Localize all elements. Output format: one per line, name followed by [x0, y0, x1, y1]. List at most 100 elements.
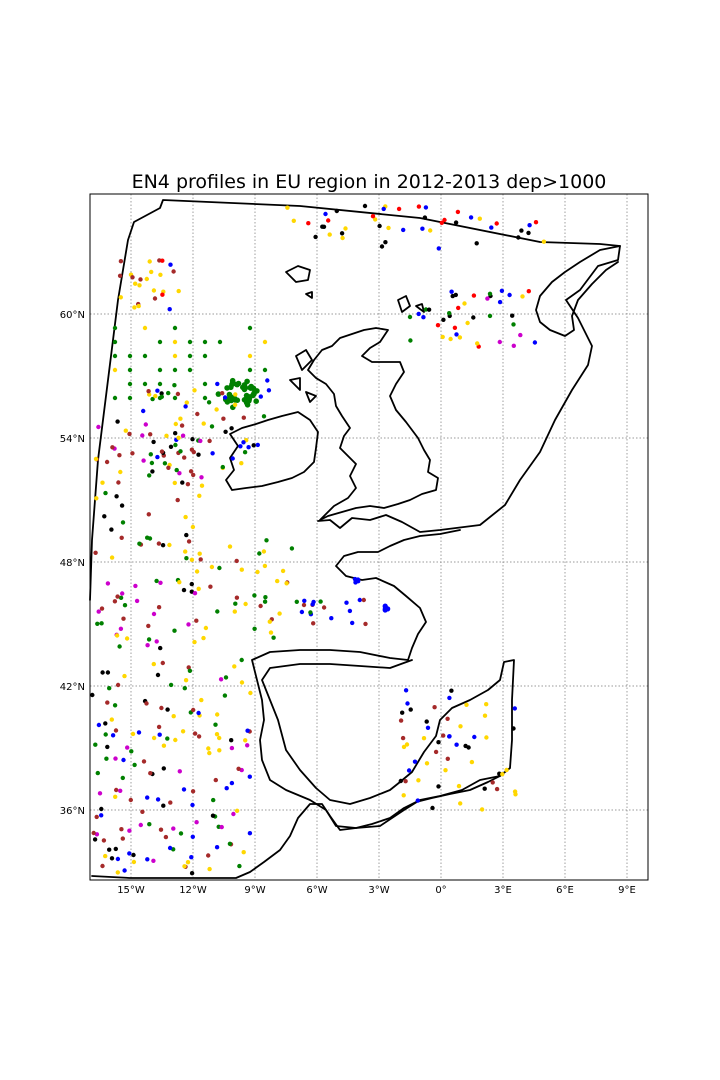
profile-point [196, 586, 201, 591]
profile-point [105, 670, 111, 675]
lon-tick-9e: 9°E [618, 885, 636, 896]
profile-point [146, 512, 151, 517]
profile-point [197, 551, 202, 556]
profile-point [137, 541, 142, 546]
profile-point [396, 206, 402, 212]
profile-point [192, 731, 198, 736]
profile-point [233, 392, 238, 397]
profile-point [127, 851, 132, 856]
profile-point [447, 734, 452, 739]
profile-point [253, 398, 259, 405]
profile-point [343, 226, 348, 231]
profile-point [117, 273, 123, 278]
profile-point [248, 385, 254, 392]
profile-point [181, 787, 187, 792]
profile-point [385, 606, 391, 612]
profile-point [261, 549, 267, 554]
lon-tick-3e: 3°E [494, 885, 512, 896]
profile-point [424, 719, 429, 724]
profile-point [171, 714, 176, 719]
profile-point [125, 745, 130, 750]
profile-point [119, 503, 125, 508]
profile-point [520, 294, 525, 299]
profile-point [159, 391, 164, 396]
profile-point [141, 408, 146, 414]
profile-point [177, 471, 182, 476]
profile-point [511, 726, 516, 731]
profile-point [118, 788, 123, 793]
profile-point [471, 315, 476, 320]
profile-point [177, 769, 182, 774]
profile-point [97, 791, 103, 796]
profile-point [458, 801, 463, 806]
profile-point [190, 789, 196, 794]
profile-point [246, 445, 251, 450]
profile-point [146, 637, 152, 642]
profile-point [157, 381, 163, 387]
profile-point [441, 733, 446, 738]
profile-point [266, 388, 272, 393]
profile-point [500, 772, 505, 777]
profile-point [370, 214, 376, 219]
profile-point [487, 313, 493, 319]
lat-tick-42n: 42°N [60, 682, 85, 693]
profile-point [435, 323, 441, 328]
profile-point [158, 580, 163, 585]
profile-point [184, 556, 189, 561]
profile-point [379, 244, 385, 249]
profile-point [151, 439, 156, 445]
profile-point [217, 735, 222, 741]
profile-point [439, 220, 444, 225]
profile-point [405, 701, 410, 706]
profile-point [118, 259, 124, 264]
profile-point [202, 381, 208, 387]
profile-point [247, 367, 253, 373]
profile-point [202, 353, 208, 359]
profile-point [442, 217, 447, 223]
profile-point [243, 601, 248, 607]
profile-point [456, 305, 461, 311]
profile-point [229, 780, 235, 786]
profile-point [157, 367, 163, 373]
profile-point [362, 203, 368, 209]
profile-point [251, 390, 257, 397]
profile-point [436, 246, 441, 251]
profile-point [479, 807, 485, 812]
profile-point [183, 678, 189, 683]
profile-point [172, 395, 178, 401]
profile-point [173, 431, 178, 436]
profile-point [99, 606, 105, 611]
profile-point [142, 325, 148, 331]
profile-point [471, 293, 477, 298]
profile-point [192, 639, 197, 645]
profile-point [311, 621, 316, 626]
profile-point [207, 438, 212, 444]
profile-point [214, 732, 220, 737]
profile-point [490, 780, 495, 785]
great-britain-coast [307, 327, 439, 521]
profile-point [241, 850, 246, 855]
profile-point [94, 496, 99, 501]
profile-point [151, 288, 157, 293]
profile-point [220, 391, 225, 396]
profile-point [147, 473, 152, 478]
profile-point [145, 857, 150, 862]
profile-point [255, 569, 260, 575]
lat-tick-60n: 60°N [60, 310, 85, 321]
profile-point [458, 724, 463, 729]
profile-point [93, 456, 99, 462]
profile-point [289, 546, 295, 551]
profile-point [321, 605, 327, 610]
profile-point [186, 539, 192, 544]
profile-point [147, 259, 152, 264]
profile-point [245, 743, 250, 748]
profile-point [112, 599, 118, 604]
profile-point [176, 288, 181, 294]
profile-point [189, 855, 194, 860]
profile-point [168, 800, 173, 805]
profile-point [462, 301, 467, 306]
profile-point [182, 864, 187, 869]
profile-point [248, 690, 253, 696]
profile-point [164, 433, 169, 438]
profile-point [147, 536, 153, 541]
